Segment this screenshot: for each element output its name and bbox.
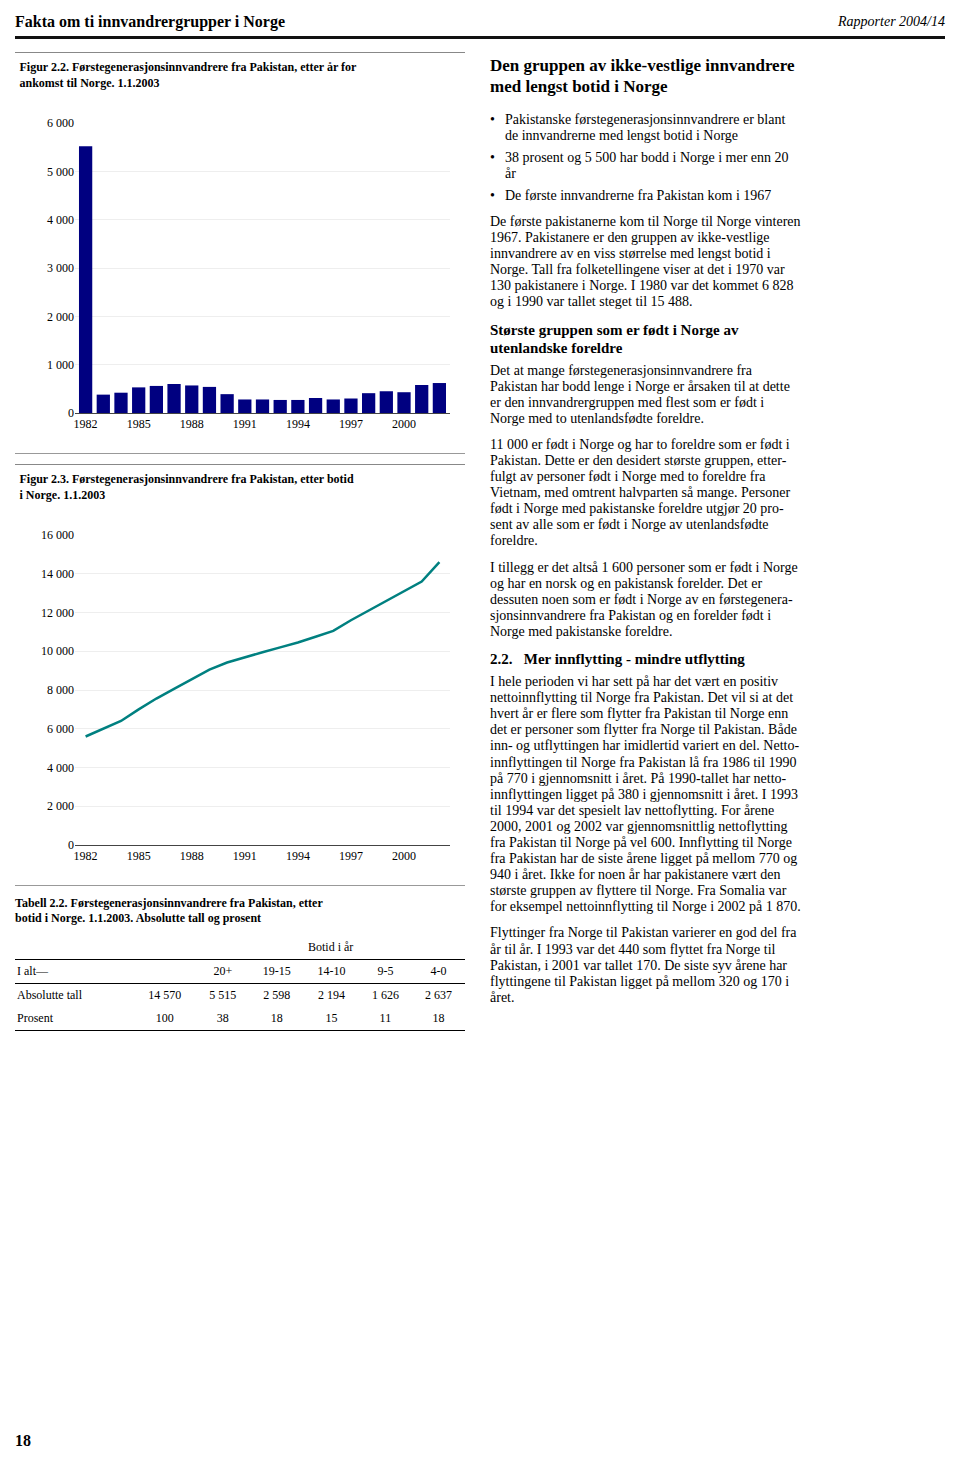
- html-text:Det at mange førstegenerasjons: Det at mange førstegenerasjonsinnvandrer…: [490, 362, 790, 426]
- html-text:38: 38: [216, 1011, 229, 1025]
- html-text:I hele perioden vi har sett på: I hele perioden vi har sett på har det v…: [490, 674, 801, 915]
- html-text:5 515: 5 515: [209, 988, 237, 1002]
- svg-text:2000: 2000: [392, 417, 416, 431]
- html-text:100: 100: [155, 1011, 174, 1025]
- html-text:De første pakistanerne kom til: De første pakistanerne kom til Norge til…: [490, 214, 801, 310]
- html-text:19-15: 19-15: [262, 964, 291, 978]
- html-text:Flyttinger fra Norge til Pakis: Flyttinger fra Norge til Pakistan varier…: [490, 925, 797, 1005]
- svg-text:1991: 1991: [233, 849, 257, 863]
- svg-text:1994: 1994: [286, 849, 310, 863]
- svg-text:6 000: 6 000: [47, 116, 74, 130]
- html-text:18: 18: [15, 1432, 31, 1449]
- svg-text:3 000: 3 000: [47, 261, 74, 275]
- svg-text:1985: 1985: [127, 849, 151, 863]
- html-text:14-10: 14-10: [317, 964, 346, 978]
- html-text:2 598: 2 598: [263, 988, 291, 1002]
- html-text:15: 15: [325, 1011, 338, 1025]
- svg-text:Figur 2.3. Førstegenerasjonsin: Figur 2.3. Førstegenerasjonsinnvandrere …: [20, 472, 354, 502]
- html-text:Tabell 2.2. Førstegenerasjonsi: Tabell 2.2. Førstegenerasjonsinnvandrere…: [15, 896, 323, 925]
- html-text:18: 18: [270, 1011, 283, 1025]
- svg-text:1988: 1988: [180, 417, 204, 431]
- html-text:11 000 er født i Norge og har: 11 000 er født i Norge og har to foreldr…: [490, 436, 791, 549]
- svg-text:2 000: 2 000: [47, 799, 74, 813]
- html-text:1 626: 1 626: [371, 988, 399, 1002]
- html-text:38 prosent og 5 500 har bodd i: 38 prosent og 5 500 har bodd i Norge i m…: [505, 149, 789, 181]
- html-text:20+: 20+: [213, 964, 233, 978]
- svg-text:1982: 1982: [74, 849, 98, 863]
- html-text:2 637: 2 637: [425, 988, 452, 1002]
- html-text:Rapporter 2004/14: Rapporter 2004/14: [838, 14, 945, 29]
- svg-text:4 000: 4 000: [47, 213, 74, 227]
- html-text:De første innvandrerne fra Pak: De første innvandrerne fra Pakistan kom …: [505, 187, 772, 203]
- svg-text:4 000: 4 000: [47, 761, 74, 775]
- svg-text:14 000: 14 000: [41, 567, 74, 581]
- svg-text:0: 0: [68, 838, 74, 852]
- svg-text:6 000: 6 000: [47, 722, 74, 736]
- svg-text:5 000: 5 000: [47, 165, 74, 179]
- html-text:18: 18: [432, 1011, 445, 1025]
- svg-text:1982: 1982: [74, 417, 98, 431]
- svg-text:1985: 1985: [127, 417, 151, 431]
- svg-text:10 000: 10 000: [41, 644, 74, 658]
- html-text:Prosent: Prosent: [17, 1011, 53, 1025]
- html-text:Største gruppen som er født i: Største gruppen som er født i Norge av u…: [490, 321, 739, 356]
- html-text:I alt—: I alt—: [17, 964, 48, 978]
- html-text:Fakta om ti innvandrergrupper: Fakta om ti innvandrergrupper i Norge: [15, 13, 286, 30]
- html-text:9-5: 9-5: [377, 964, 394, 978]
- html-text:14 570: 14 570: [148, 988, 182, 1002]
- html-text:2 194: 2 194: [318, 988, 345, 1002]
- svg-text:1997: 1997: [339, 849, 363, 863]
- svg-text:1988: 1988: [180, 849, 204, 863]
- html-text:Den gruppen av ikke-vestlige i: Den gruppen av ikke-vestlige innvandrere…: [490, 56, 795, 97]
- html-text:Botid i år: Botid i år: [308, 940, 354, 954]
- html-text:4-0: 4-0: [430, 964, 447, 978]
- svg-text:12 000: 12 000: [41, 606, 74, 620]
- svg-text:16 000: 16 000: [41, 528, 74, 542]
- html-text:Absolutte tall: Absolutte tall: [17, 988, 82, 1002]
- svg-text:0: 0: [68, 406, 74, 420]
- svg-text:1991: 1991: [233, 417, 257, 431]
- html-text:11: 11: [379, 1011, 392, 1025]
- html-text:2.2. Mer innflytting - mindre: 2.2. Mer innflytting - mindre utflytting: [490, 651, 745, 667]
- svg-text:8 000: 8 000: [47, 683, 74, 697]
- svg-text:1997: 1997: [339, 417, 363, 431]
- svg-text:2 000: 2 000: [47, 310, 74, 324]
- svg-text:2000: 2000: [392, 849, 416, 863]
- html-text:Pakistanske førstegenerasjonsi: Pakistanske førstegenerasjonsinnvandrere…: [505, 111, 786, 143]
- html-text:I tillegg er det altså 1 600 p: I tillegg er det altså 1 600 personer so…: [490, 559, 798, 639]
- svg-text:1 000: 1 000: [47, 358, 74, 372]
- svg-text:1994: 1994: [286, 417, 310, 431]
- svg-text:Figur 2.2. Førstegenerasjonsin: Figur 2.2. Førstegenerasjonsinnvandrere …: [20, 60, 358, 90]
